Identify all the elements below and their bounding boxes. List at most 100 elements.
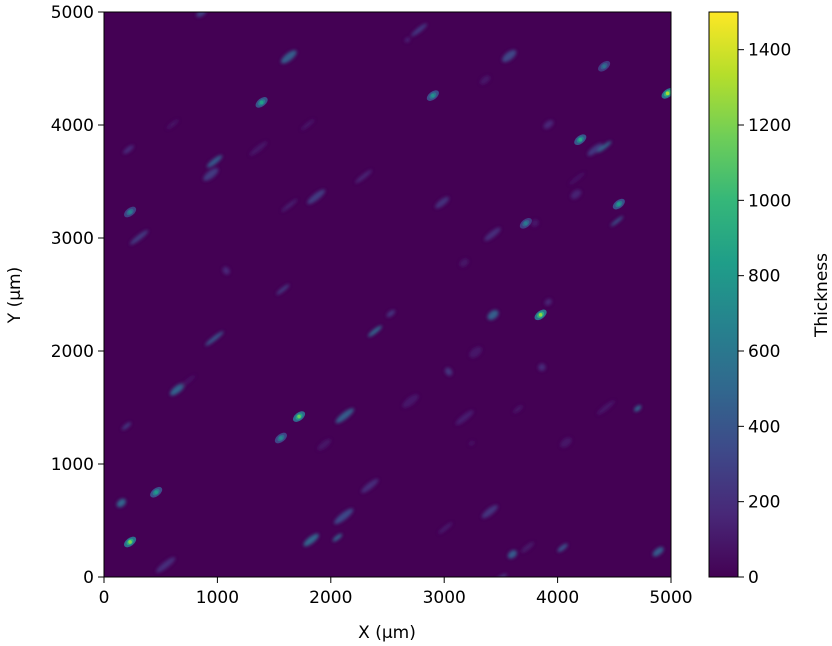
deposit-blob	[404, 37, 411, 43]
deposit-blob	[531, 219, 539, 227]
x-axis: 0 1000 2000 3000 4000 5000	[99, 577, 693, 608]
deposit-blob	[222, 266, 230, 275]
deposit-blob	[116, 498, 126, 508]
x-tick-label: 2000	[309, 588, 352, 608]
colorbar-tick-label: 800	[748, 267, 780, 287]
deposit-blob	[281, 199, 298, 212]
deposit-blob	[317, 438, 332, 451]
y-tick-label: 5000	[51, 3, 94, 23]
deposit-blob	[402, 394, 419, 408]
deposit-blob	[455, 410, 474, 425]
deposit-blob	[335, 408, 354, 424]
y-tick-label: 1000	[51, 455, 94, 475]
deposit-blob	[538, 363, 546, 372]
deposit-blob	[570, 189, 582, 200]
deposit-blob	[652, 546, 664, 557]
colorbar-tick-label: 400	[748, 417, 780, 437]
deposit-blob	[560, 437, 572, 448]
deposit-blob	[435, 196, 450, 209]
x-tick-label: 4000	[536, 588, 579, 608]
deposit-blob	[587, 143, 603, 156]
plot-frame	[103, 11, 672, 578]
x-tick-label: 0	[99, 588, 110, 608]
deposit-blob	[355, 169, 372, 184]
colorbar-gradient	[709, 12, 738, 577]
deposit-blob	[307, 189, 326, 205]
peak-core	[431, 93, 435, 98]
y-tick-label: 0	[83, 568, 94, 588]
deposit-blob	[123, 145, 134, 154]
x-tick-label: 1000	[196, 588, 239, 608]
deposit-blob	[469, 346, 482, 358]
deposit-blob	[444, 367, 453, 376]
peak-core	[128, 210, 132, 214]
deposit-blob	[386, 309, 396, 318]
deposit-blob	[481, 504, 498, 519]
peak-core	[602, 64, 606, 69]
deposit-blob	[438, 522, 453, 534]
peak-layer	[124, 60, 671, 548]
deposit-blob	[129, 230, 149, 245]
deposit-blob	[166, 119, 179, 130]
deposit-blob	[521, 542, 535, 553]
deposit-layer	[94, 2, 664, 577]
peak-core	[154, 490, 158, 495]
deposit-blob	[169, 383, 185, 396]
deposit-blob	[597, 141, 612, 153]
y-axis: 0 1000 2000 3000 4000 5000	[51, 3, 104, 588]
deposit-blob	[196, 12, 207, 18]
y-tick-label: 4000	[51, 116, 94, 136]
colorbar-label: Thickness	[812, 253, 832, 338]
deposit-blob	[94, 2, 103, 10]
deposit-blob	[480, 75, 491, 85]
peak-core	[128, 540, 132, 544]
deposit-blob	[276, 284, 290, 295]
y-tick-label: 2000	[51, 342, 94, 362]
deposit-blob	[334, 508, 354, 525]
deposit-blob	[487, 310, 499, 320]
deposit-blob	[205, 331, 224, 346]
colorbar-tick-label: 0	[748, 568, 759, 588]
deposit-blob	[181, 375, 196, 387]
deposit-blob	[544, 298, 552, 306]
peak-core	[665, 91, 670, 96]
x-tick-label: 3000	[423, 588, 466, 608]
peak-core	[279, 436, 283, 440]
colorbar-frame	[708, 11, 739, 578]
deposit-blob	[301, 119, 315, 131]
deposit-blob	[634, 405, 642, 412]
deposit-blob	[203, 168, 219, 181]
peak-core	[538, 313, 543, 317]
deposit-blob	[332, 533, 343, 542]
deposit-blob	[569, 172, 585, 185]
colorbar-tick-label: 1200	[748, 116, 791, 136]
peak-core	[524, 221, 528, 226]
deposit-blob	[280, 50, 297, 64]
deposit-blob	[610, 216, 624, 227]
deposit-blob	[513, 405, 523, 414]
deposit-blob	[206, 155, 223, 168]
deposit-blob	[361, 478, 379, 493]
deposit-blob	[468, 440, 475, 446]
deposit-blob	[121, 422, 132, 430]
x-axis-label: X (µm)	[358, 623, 416, 643]
deposit-blob	[303, 533, 319, 547]
y-tick-label: 3000	[51, 229, 94, 249]
colorbar-tick-label: 600	[748, 342, 780, 362]
deposit-blob	[459, 258, 469, 267]
plot-area	[94, 2, 672, 578]
peak-core	[578, 137, 583, 142]
colorbar-tick-label: 1000	[748, 191, 791, 211]
heatmap-background	[104, 12, 671, 577]
deposit-blob	[411, 23, 428, 37]
colorbar-ticks: 0 200 400 600 800 1000 1200 1400	[738, 41, 791, 588]
peak-core	[259, 100, 264, 105]
colorbar: 0 200 400 600 800 1000 1200 1400 Thickness	[708, 11, 832, 588]
deposit-blob	[502, 49, 517, 63]
y-axis-label: Y (µm)	[5, 267, 25, 324]
deposit-blob	[557, 543, 568, 553]
deposit-blob	[543, 120, 554, 129]
deposit-blob	[156, 557, 176, 573]
peak-core	[617, 202, 621, 206]
